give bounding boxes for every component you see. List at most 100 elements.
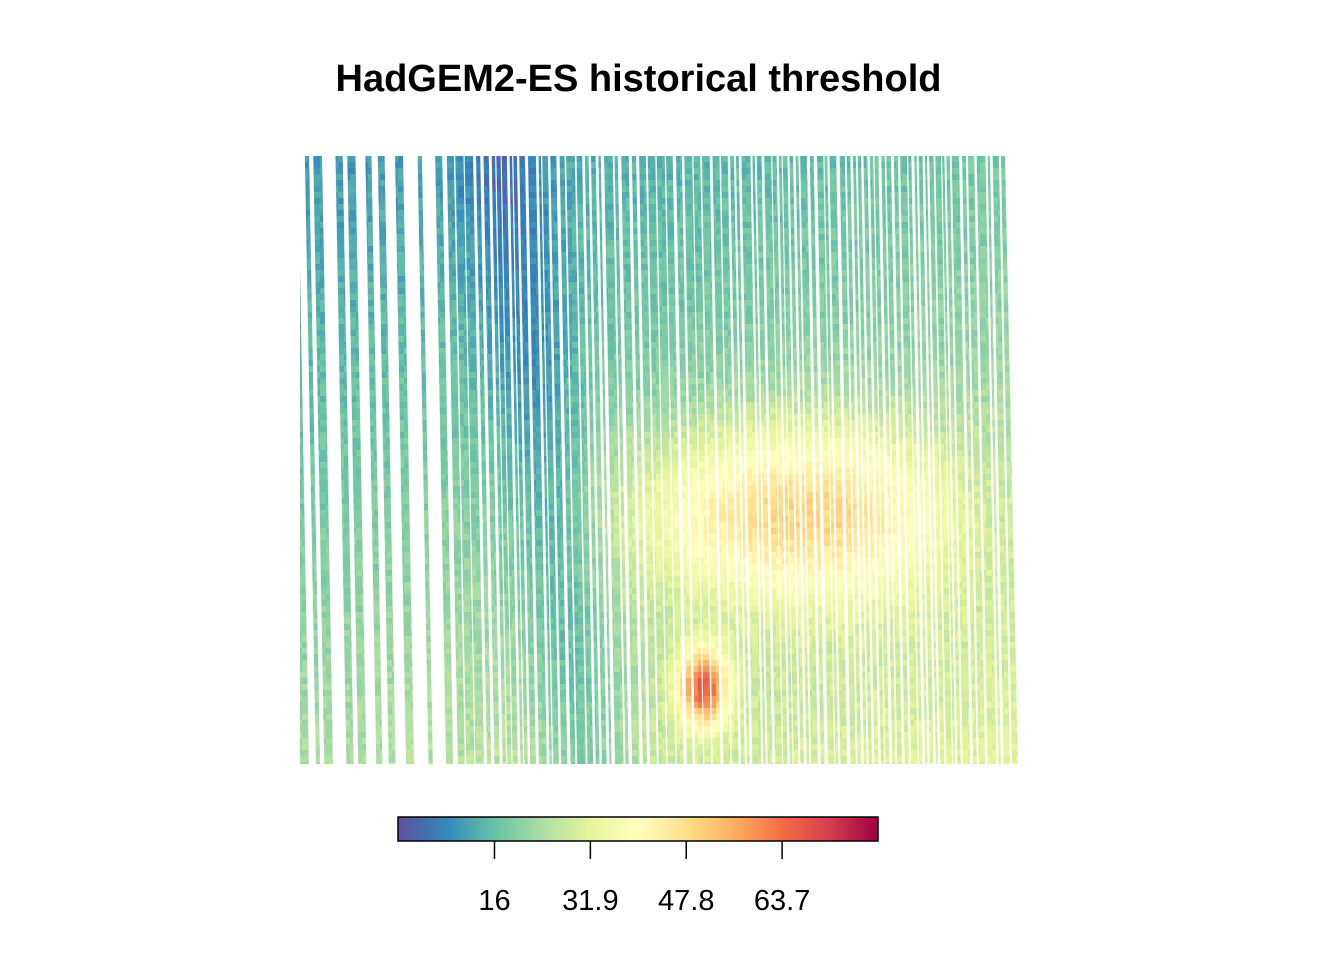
raster-cell [614, 204, 621, 211]
raster-cell [398, 216, 405, 223]
raster-cell [572, 336, 579, 343]
raster-cell [320, 348, 327, 355]
raster-cell [668, 246, 675, 253]
raster-cell [992, 192, 999, 199]
raster-cell [368, 342, 375, 349]
raster-cell [986, 204, 993, 211]
raster-cell [560, 264, 567, 271]
raster-cell [350, 198, 357, 205]
raster-cell [608, 378, 615, 385]
raster-cell [668, 216, 675, 223]
raster-cell [818, 246, 825, 253]
raster-cell [722, 264, 729, 271]
raster-cell [320, 252, 327, 259]
raster-cell [1010, 246, 1017, 253]
raster-cell [956, 270, 963, 277]
raster-cell [350, 258, 357, 265]
raster-cell [992, 198, 999, 205]
raster-cell [740, 174, 747, 181]
raster-cell [452, 396, 459, 403]
raster-cell [530, 222, 537, 229]
raster-cell [494, 312, 501, 319]
raster-cell [398, 270, 405, 277]
raster-cell [452, 282, 459, 289]
raster-cell [398, 366, 405, 373]
raster-cell [626, 384, 633, 391]
raster-cell [380, 318, 387, 325]
raster-cell [932, 276, 939, 283]
raster-cell [764, 306, 771, 313]
raster-cell [950, 354, 957, 361]
raster-cell [788, 366, 795, 373]
raster-cell [470, 168, 477, 175]
raster-cell [452, 300, 459, 307]
raster-cell [956, 288, 963, 295]
raster-cell [806, 306, 813, 313]
raster-cell [578, 156, 585, 163]
raster-cell [752, 276, 759, 283]
raster-cell [848, 216, 855, 223]
raster-cell [854, 288, 861, 295]
raster-cell [1010, 372, 1017, 379]
raster-cell [476, 234, 483, 241]
raster-cell [632, 204, 639, 211]
raster-cell [692, 246, 699, 253]
raster-cell [956, 318, 963, 325]
raster-cell [482, 240, 489, 247]
raster-cell [458, 288, 465, 295]
raster-cell [848, 288, 855, 295]
raster-cell [1010, 390, 1017, 397]
raster-cell [1010, 210, 1017, 217]
raster-cell [368, 246, 375, 253]
raster-cell [578, 168, 585, 175]
raster-cell [578, 240, 585, 247]
raster-cell [1004, 162, 1011, 169]
raster-cell [788, 162, 795, 169]
raster-cell [416, 168, 423, 175]
raster-cell [446, 258, 453, 265]
raster-cell [596, 168, 603, 175]
raster-cell [1004, 366, 1011, 373]
raster-cell [830, 186, 837, 193]
raster-cell [902, 168, 909, 175]
raster-cell [794, 180, 801, 187]
raster-cell [704, 180, 711, 187]
raster-cell [638, 180, 645, 187]
raster-cell [542, 300, 549, 307]
raster-cell [686, 162, 693, 169]
raster-cell [872, 312, 879, 319]
raster-cell [674, 198, 681, 205]
raster-cell [500, 228, 507, 235]
raster-cell [956, 240, 963, 247]
raster-cell [518, 156, 525, 163]
raster-cell [380, 276, 387, 283]
raster-cell [530, 168, 537, 175]
raster-cell [632, 192, 639, 199]
raster-cell [722, 222, 729, 229]
raster-cell [698, 270, 705, 277]
raster-cell [458, 156, 465, 163]
raster-cell [554, 390, 561, 397]
raster-cell [752, 204, 759, 211]
raster-cell [320, 294, 327, 301]
raster-cell [482, 180, 489, 187]
raster-cell [542, 162, 549, 169]
raster-cell [398, 348, 405, 355]
raster-cell [470, 252, 477, 259]
raster-cell [608, 246, 615, 253]
raster-cell [638, 246, 645, 253]
raster-cell [632, 174, 639, 181]
raster-cell [464, 270, 471, 277]
raster-cell [608, 312, 615, 319]
raster-cell [626, 192, 633, 199]
raster-cell [338, 252, 345, 259]
raster-cell [722, 384, 729, 391]
raster-cell [602, 174, 609, 181]
raster-cell [1004, 174, 1011, 181]
raster-cell [860, 306, 867, 313]
raster-cell [842, 186, 849, 193]
raster-cell [440, 366, 447, 373]
raster-cell [614, 246, 621, 253]
raster-cell [464, 168, 471, 175]
raster-cell [368, 210, 375, 217]
